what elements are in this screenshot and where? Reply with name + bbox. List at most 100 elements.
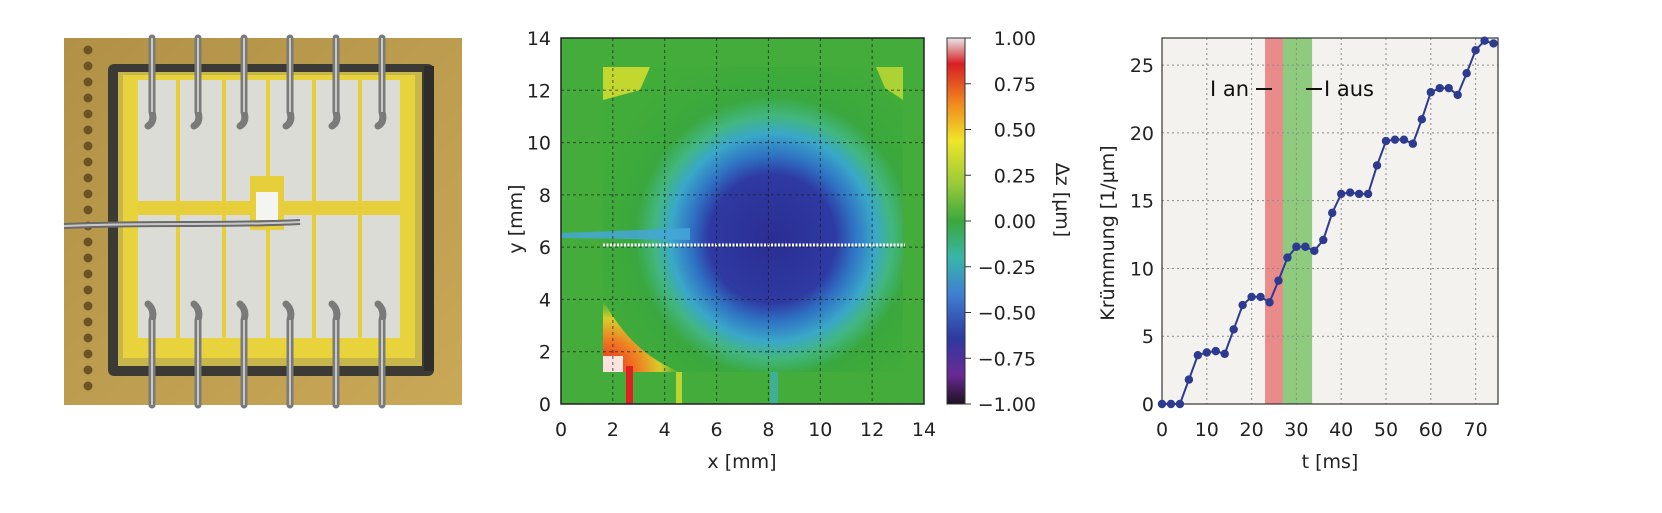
curvature-point bbox=[1489, 39, 1498, 48]
heatmap-y-label: y [mm] bbox=[505, 184, 527, 253]
heatmap-y-tick-label: 14 bbox=[527, 28, 551, 50]
curvature-point bbox=[1363, 189, 1373, 199]
curvature-x-tick-label: 50 bbox=[1374, 419, 1398, 441]
curvature-point bbox=[1453, 90, 1462, 100]
pcb-hole bbox=[83, 381, 93, 391]
curvature-point bbox=[1274, 276, 1283, 285]
heatmap-x-tick-label: 2 bbox=[607, 419, 619, 441]
contact-pins bbox=[144, 34, 387, 409]
pcb-hole bbox=[83, 77, 93, 87]
curvature-point bbox=[1408, 139, 1418, 148]
curvature-point bbox=[1265, 298, 1274, 307]
heatmap-frame bbox=[560, 37, 925, 405]
curvature-point bbox=[1184, 375, 1194, 384]
curvature-point bbox=[1426, 88, 1436, 97]
pcb-hole bbox=[83, 317, 93, 327]
heatmap-x-tick-label: 14 bbox=[912, 419, 936, 441]
colorbar-tick-label: 1.00 bbox=[994, 28, 1036, 50]
contact-pin-bottom bbox=[374, 300, 387, 409]
curvature-point bbox=[1202, 348, 1212, 357]
contact-pin-bottom bbox=[190, 300, 203, 409]
curvature-y-tick-label: 25 bbox=[1130, 55, 1154, 77]
colorbar-tick-label: 0.25 bbox=[994, 165, 1036, 187]
pcb-hole bbox=[83, 61, 93, 71]
curvature-point bbox=[1238, 300, 1247, 310]
heatmap-y-ticks: 0 2 4 6 8 10 12 14 bbox=[527, 28, 551, 416]
colorbar-ticks: 1.00 0.75 0.50 0.25 0.00 −0.25 −0.50 −0.75 −1.00 bbox=[965, 28, 1036, 416]
curvature-point bbox=[1462, 69, 1471, 78]
contact-pin-top bbox=[190, 34, 203, 130]
annotation-current-off: I aus bbox=[1324, 77, 1374, 101]
heatmap-y-tick-label: 8 bbox=[539, 185, 551, 207]
curvature-point bbox=[1310, 246, 1319, 256]
colorbar-tick-label: 0.00 bbox=[994, 211, 1036, 233]
pcb-hole bbox=[83, 141, 93, 151]
pcb-hole bbox=[83, 237, 93, 247]
curvature-point bbox=[1256, 292, 1265, 302]
colorbar-label: Δz [µm] bbox=[1051, 163, 1073, 237]
heatmap-x-label: x [mm] bbox=[707, 451, 776, 473]
contact-pin-bottom bbox=[236, 300, 249, 409]
heatmap-x-tick-label: 12 bbox=[860, 419, 884, 441]
colorbar-tick-label: −0.50 bbox=[978, 303, 1036, 325]
curvature-point bbox=[1193, 351, 1203, 360]
corner-yellow-tl bbox=[603, 67, 650, 100]
curvature-point bbox=[1319, 235, 1328, 245]
heatmap-x-ticks: 0 2 4 6 8 10 12 14 bbox=[555, 419, 936, 441]
curvature-point bbox=[1390, 135, 1400, 144]
pcb-hole bbox=[83, 109, 93, 119]
contact-pin-top bbox=[236, 34, 249, 130]
contact-pin-bottom bbox=[144, 300, 157, 409]
heatmap-x-tick-label: 6 bbox=[711, 419, 723, 441]
curvature-x-label: t [ms] bbox=[1302, 451, 1359, 473]
pcb-hole bbox=[83, 93, 93, 103]
pcb-hole bbox=[83, 285, 93, 295]
colorbar-tick-label: 0.75 bbox=[994, 74, 1036, 96]
curvature-y-ticks: 0 5 10 15 20 25 bbox=[1130, 55, 1154, 416]
pcb-hole bbox=[83, 333, 93, 343]
curvature-x-tick-label: 10 bbox=[1195, 419, 1219, 441]
curvature-point bbox=[1444, 83, 1453, 93]
contact-pin-bottom bbox=[282, 300, 295, 409]
heatmap-x-tick-label: 8 bbox=[762, 419, 774, 441]
curvature-point bbox=[1337, 189, 1346, 199]
contact-pin-bottom bbox=[328, 300, 341, 409]
curvature-point bbox=[1229, 325, 1238, 334]
curvature-point bbox=[1417, 115, 1427, 124]
pcb-hole bbox=[83, 253, 93, 263]
heatmap-chart: 0 2 4 6 8 10 12 14 0 2 4 6 8 10 12 14 x [mm] y [mm] 1.… bbox=[505, 28, 1073, 473]
hot-trace bbox=[626, 366, 633, 404]
colorbar-tick-label: −1.00 bbox=[978, 394, 1036, 416]
curvature-point bbox=[1166, 399, 1176, 409]
curvature-point bbox=[1247, 292, 1256, 302]
curvature-y-tick-label: 5 bbox=[1142, 326, 1154, 348]
curvature-x-tick-label: 0 bbox=[1156, 419, 1168, 441]
pcb-hole bbox=[83, 269, 93, 279]
contact-pin-top bbox=[282, 34, 295, 130]
colorbar-tick-label: −0.25 bbox=[978, 257, 1036, 279]
heatmap-y-tick-label: 2 bbox=[539, 342, 551, 364]
curvature-y-tick-label: 0 bbox=[1142, 394, 1154, 416]
heatmap-y-tick-label: 12 bbox=[527, 80, 551, 102]
heatmap-y-tick-label: 4 bbox=[539, 289, 551, 311]
heatmap-x-tick-label: 4 bbox=[659, 419, 671, 441]
heatmap-grid bbox=[561, 38, 924, 404]
pcb-hole bbox=[83, 349, 93, 359]
curvature-x-tick-label: 60 bbox=[1419, 419, 1443, 441]
heatmap-x-tick-label: 10 bbox=[808, 419, 832, 441]
annotation-current-on: I an bbox=[1210, 77, 1249, 101]
pcb-hole bbox=[83, 125, 93, 135]
colorbar-tick-label: −0.75 bbox=[978, 348, 1036, 370]
curvature-point bbox=[1480, 36, 1489, 45]
curvature-point bbox=[1372, 161, 1382, 170]
colorbar bbox=[946, 37, 966, 405]
chip-edge bbox=[424, 66, 434, 371]
curvature-x-tick-label: 20 bbox=[1240, 419, 1264, 441]
curvature-point bbox=[1211, 346, 1220, 356]
corner-red-bl bbox=[603, 300, 680, 372]
curvature-point bbox=[1399, 135, 1409, 144]
curvature-x-tick-label: 30 bbox=[1284, 419, 1308, 441]
curvature-point bbox=[1345, 188, 1355, 197]
curvature-y-tick-label: 15 bbox=[1130, 191, 1154, 213]
